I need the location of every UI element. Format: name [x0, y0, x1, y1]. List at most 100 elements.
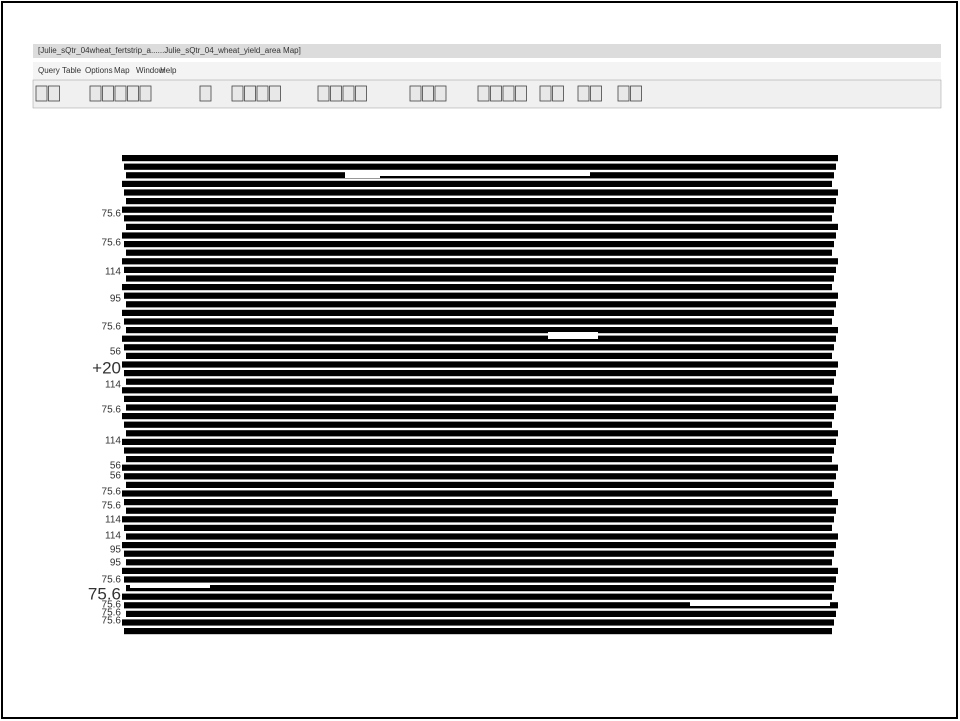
yield-strip	[124, 499, 838, 505]
yield-strip	[126, 404, 836, 410]
yield-strip	[124, 293, 838, 299]
strip-label: 75.6	[102, 238, 122, 249]
toolbar-button[interactable]	[103, 86, 114, 101]
yield-strip	[124, 370, 836, 376]
window-title: [Julie_sQtr_04wheat_fertstrip_a......Jul…	[38, 46, 301, 55]
yield-strip	[122, 594, 832, 600]
yield-strip	[124, 241, 834, 247]
toolbar-button[interactable]	[200, 86, 211, 101]
toolbar-button[interactable]	[128, 86, 139, 101]
toolbar-button[interactable]	[245, 86, 256, 101]
toolbar-button[interactable]	[591, 86, 602, 101]
toolbar-button[interactable]	[270, 86, 281, 101]
yield-strip	[124, 318, 832, 324]
menu-item[interactable]: Map	[114, 66, 130, 75]
toolbar-button[interactable]	[478, 86, 489, 101]
yield-strip	[122, 619, 834, 625]
screenshot: [Julie_sQtr_04wheat_fertstrip_a......Jul…	[0, 0, 960, 721]
strip-label: 95	[110, 558, 122, 569]
strip-label: 114	[105, 436, 121, 447]
yield-strip	[126, 456, 832, 462]
toolbar-button[interactable]	[553, 86, 564, 101]
yield-strip	[122, 232, 836, 238]
menu-item[interactable]: Query	[38, 66, 60, 75]
toolbar-button[interactable]	[257, 86, 268, 101]
toolbar-button[interactable]	[331, 86, 342, 101]
toolbar-button[interactable]	[540, 86, 551, 101]
yield-strip	[124, 344, 834, 350]
yield-strip	[124, 576, 836, 582]
toolbar-button[interactable]	[491, 86, 502, 101]
yield-strip	[122, 413, 834, 419]
yield-strip	[122, 207, 834, 213]
toolbar-button[interactable]	[356, 86, 367, 101]
yield-strip	[122, 336, 836, 342]
yield-strip	[122, 310, 834, 316]
strip-label: 95	[110, 294, 122, 305]
menu-item[interactable]: Help	[160, 66, 177, 75]
yield-strip	[126, 224, 838, 230]
strip-gap	[690, 600, 830, 606]
strip-label: 75.6	[102, 616, 122, 627]
yield-strip	[126, 379, 834, 385]
toolbar-button[interactable]	[410, 86, 421, 101]
toolbar-button[interactable]	[423, 86, 434, 101]
toolbar-button[interactable]	[343, 86, 354, 101]
toolbar-button[interactable]	[503, 86, 514, 101]
yield-strip	[124, 267, 836, 273]
strip-label: 75.6	[102, 487, 122, 498]
yield-strip	[124, 396, 838, 402]
strip-label: 56	[110, 471, 122, 482]
yield-strip	[122, 439, 836, 445]
yield-strip	[122, 181, 832, 187]
menu-item[interactable]: Options	[85, 66, 113, 75]
strip-label: 75.6	[102, 405, 122, 416]
yield-strip	[122, 568, 838, 574]
yield-strip	[126, 327, 838, 333]
yield-strip	[122, 284, 832, 290]
yield-strip	[126, 198, 836, 204]
strip-label: 114	[105, 515, 121, 526]
yield-strip	[126, 250, 832, 256]
yield-strip	[126, 301, 836, 307]
strip-gap	[548, 332, 598, 339]
yield-strip	[126, 430, 838, 436]
yield-strip	[126, 482, 834, 488]
strip-label: 114	[105, 531, 121, 542]
menu-item[interactable]: Table	[62, 66, 82, 75]
yield-strip	[122, 542, 836, 548]
yield-strip	[122, 465, 838, 471]
frame	[2, 2, 957, 718]
page: [Julie_sQtr_04wheat_fertstrip_a......Jul…	[0, 0, 960, 721]
toolbar-button[interactable]	[435, 86, 446, 101]
yield-strip	[122, 361, 838, 367]
yield-strip	[122, 516, 834, 522]
toolbar-button[interactable]	[631, 86, 642, 101]
toolbar-button[interactable]	[516, 86, 527, 101]
strip-label: 95	[110, 545, 122, 556]
yield-strip	[126, 585, 834, 591]
strip-label: 75.6	[102, 209, 122, 220]
toolbar-button[interactable]	[232, 86, 243, 101]
yield-strip	[122, 387, 832, 393]
toolbar-button[interactable]	[578, 86, 589, 101]
yield-strip	[124, 525, 832, 531]
toolbar-button[interactable]	[140, 86, 151, 101]
yield-strip	[124, 551, 834, 557]
yield-strip	[122, 155, 838, 161]
strip-label: 114	[105, 380, 121, 391]
toolbar-button[interactable]	[90, 86, 101, 101]
yield-strip	[124, 215, 832, 221]
yield-strip	[122, 258, 838, 264]
yield-strip	[124, 628, 832, 634]
toolbar-button[interactable]	[618, 86, 629, 101]
toolbar-button[interactable]	[115, 86, 126, 101]
toolbar-button[interactable]	[318, 86, 329, 101]
toolbar-button[interactable]	[36, 86, 47, 101]
yield-strip	[124, 164, 836, 170]
toolbar-button[interactable]	[49, 86, 60, 101]
yield-strip	[126, 533, 838, 539]
strip-gap	[130, 585, 210, 588]
yield-strip	[124, 447, 834, 453]
yield-strip	[126, 275, 834, 281]
